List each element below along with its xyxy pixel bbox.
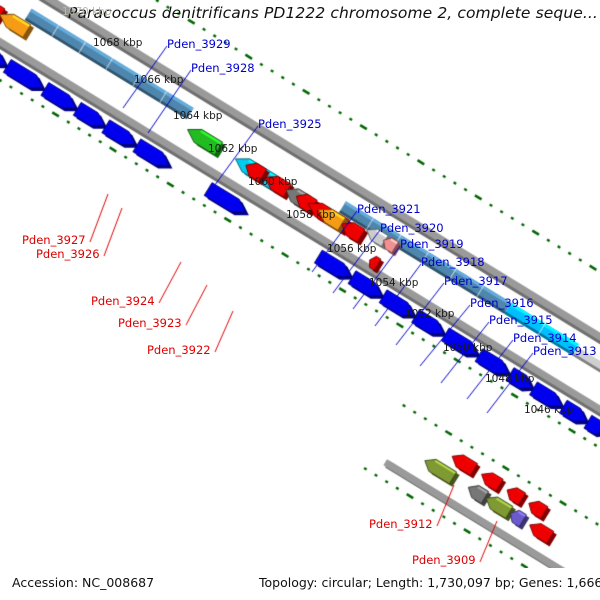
gene-label-pden_3917[interactable]: Pden_3917	[444, 274, 508, 288]
gene-label-pden_3909[interactable]: Pden_3909	[412, 553, 476, 567]
accession-text: Accession: NC_008687	[12, 575, 155, 590]
gene-label-pden_3921[interactable]: Pden_3921	[357, 202, 421, 216]
gene-label-pden_3912[interactable]: Pden_3912	[369, 517, 433, 531]
gene-label-pden_3916[interactable]: Pden_3916	[470, 296, 534, 310]
gene-label-pden_3915[interactable]: Pden_3915	[489, 313, 553, 327]
ruler-tick-label: 1068 kbp	[93, 37, 143, 49]
topology-text: Topology: circular; Length: 1,730,097 bp…	[259, 575, 600, 590]
gene-label-pden_3925[interactable]: Pden_3925	[258, 117, 322, 131]
ruler-tick-label: 1064 kbp	[173, 110, 223, 122]
gene-label-pden_3927[interactable]: Pden_3927	[22, 233, 86, 247]
gene-label-pden_3923[interactable]: Pden_3923	[118, 316, 182, 330]
gene-label-pden_3919[interactable]: Pden_3919	[400, 237, 464, 251]
gene-label-pden_3913[interactable]: Pden_3913	[533, 344, 597, 358]
gene-label-pden_3928[interactable]: Pden_3928	[191, 61, 255, 75]
ruler-tick-label: 1058 kbp	[286, 209, 336, 221]
gene-label-pden_3920[interactable]: Pden_3920	[380, 221, 444, 235]
gene-label-pden_3918[interactable]: Pden_3918	[421, 255, 485, 269]
ruler-tick-label: 1050 kbp	[443, 342, 493, 354]
gene-label-pden_3914[interactable]: Pden_3914	[513, 331, 577, 345]
gene-label-pden_3922[interactable]: Pden_3922	[147, 343, 211, 357]
ruler-tick-label: 1066 kbp	[134, 74, 184, 86]
ruler-tick-label: 1046 kbp	[524, 404, 574, 416]
ruler-tick-label: 1070 kbp	[62, 6, 112, 18]
ruler-tick-label: 1062 kbp	[208, 143, 258, 155]
ruler-tick-label: 1052 kbp	[405, 308, 455, 320]
ruler-tick-label: 1056 kbp	[327, 243, 377, 255]
ruler-tick-label: 1054 kbp	[369, 277, 419, 289]
gene-label-pden_3926[interactable]: Pden_3926	[36, 247, 100, 261]
ruler-tick-label: 1048 kbp	[485, 373, 535, 385]
status-bar: Accession: NC_008687 Topology: circular;…	[0, 568, 600, 600]
gene-label-pden_3924[interactable]: Pden_3924	[91, 294, 155, 308]
ruler-tick-label: 1060 kbp	[248, 176, 298, 188]
gene-label-pden_3929[interactable]: Pden_3929	[167, 37, 231, 51]
